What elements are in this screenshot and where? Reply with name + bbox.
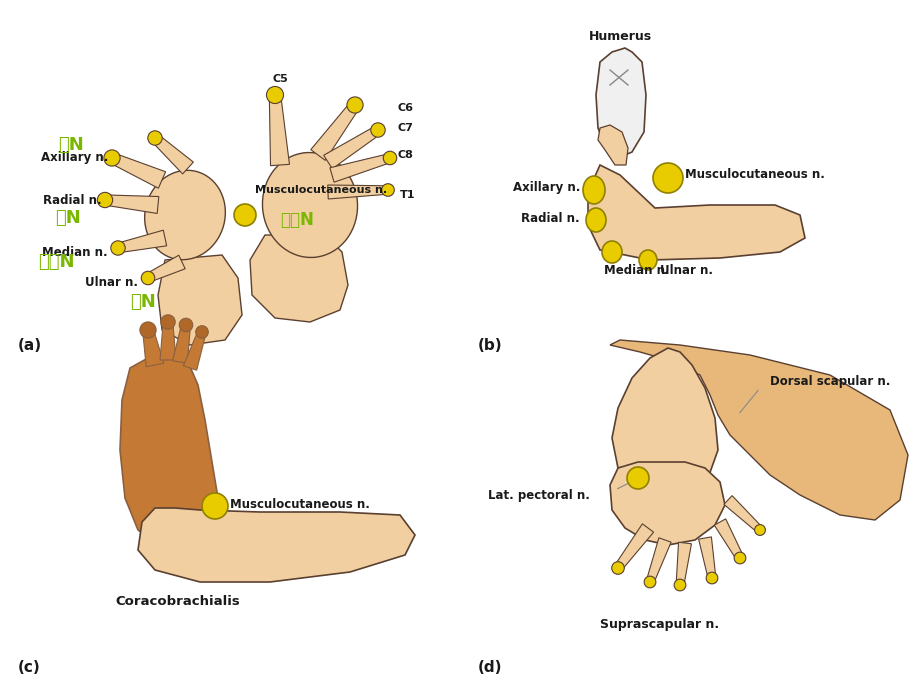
Circle shape [179,318,193,332]
Polygon shape [117,230,166,253]
Polygon shape [109,153,165,188]
Text: Lat. pectoral n.: Lat. pectoral n. [487,489,589,502]
Circle shape [202,493,228,519]
Text: 正中N: 正中N [38,253,74,271]
Text: (c): (c) [18,660,40,675]
Circle shape [627,467,648,489]
Polygon shape [723,495,762,533]
Circle shape [233,204,255,226]
Text: C7: C7 [398,123,414,133]
Polygon shape [323,126,380,169]
Polygon shape [105,195,159,213]
Text: Musculocutaneous n.: Musculocutaneous n. [255,185,387,195]
Text: Coracobrachialis: Coracobrachialis [116,595,240,608]
Circle shape [97,193,112,208]
Text: 尺N: 尺N [130,293,155,311]
Polygon shape [646,538,670,583]
Text: Humerus: Humerus [588,30,651,43]
Ellipse shape [639,250,656,270]
Circle shape [652,163,682,193]
Text: C5: C5 [272,74,288,84]
Polygon shape [675,542,691,585]
Polygon shape [142,329,164,367]
Circle shape [611,562,624,574]
Polygon shape [587,165,804,260]
Polygon shape [250,235,347,322]
Circle shape [104,150,120,166]
Text: Dorsal scapular n.: Dorsal scapular n. [769,375,890,388]
Circle shape [110,241,125,255]
Text: Median n.: Median n. [604,264,669,277]
Circle shape [196,326,208,338]
Text: Ulnar n.: Ulnar n. [85,275,138,288]
Circle shape [674,579,685,591]
Circle shape [381,184,394,196]
Polygon shape [173,324,190,363]
Polygon shape [119,356,218,545]
Polygon shape [597,125,628,165]
Polygon shape [269,95,289,166]
Ellipse shape [262,152,357,257]
Polygon shape [183,331,206,371]
Text: Median n.: Median n. [42,246,108,259]
Polygon shape [698,537,715,579]
Ellipse shape [585,208,606,232]
Text: C8: C8 [398,150,414,160]
Text: Suprascapular n.: Suprascapular n. [600,618,719,631]
Ellipse shape [144,170,225,259]
Text: Radial n.: Radial n. [521,212,579,224]
Text: Musculocutaneous n.: Musculocutaneous n. [230,498,369,511]
Circle shape [267,86,283,104]
Text: 桡N: 桡N [55,209,81,227]
Text: Axillary n.: Axillary n. [512,181,579,193]
Text: Musculocutaneous n.: Musculocutaneous n. [685,168,824,181]
Text: 腹N: 腹N [58,136,84,154]
Circle shape [370,123,385,137]
Polygon shape [146,255,185,282]
Circle shape [733,552,745,564]
Ellipse shape [583,176,605,204]
Circle shape [643,576,655,588]
Text: Axillary n.: Axillary n. [40,150,108,164]
Polygon shape [609,462,724,545]
Polygon shape [138,508,414,582]
Circle shape [706,572,717,584]
Text: (a): (a) [18,338,42,353]
Ellipse shape [601,241,621,263]
Polygon shape [327,185,388,199]
Polygon shape [311,102,359,160]
Text: (d): (d) [478,660,502,675]
Circle shape [346,97,363,113]
Polygon shape [158,255,242,345]
Circle shape [142,271,154,285]
Text: T1: T1 [400,190,415,200]
Polygon shape [713,519,743,560]
Polygon shape [330,154,391,182]
Circle shape [140,322,156,338]
Text: Radial n.: Radial n. [43,193,102,206]
Circle shape [161,315,175,329]
Polygon shape [609,340,907,520]
Circle shape [148,131,162,145]
Text: 肌皮N: 肌皮N [279,211,313,229]
Polygon shape [152,135,193,174]
Text: C6: C6 [398,103,414,113]
Text: Ulnar n.: Ulnar n. [659,264,712,277]
Polygon shape [596,48,645,158]
Text: (b): (b) [478,338,502,353]
Polygon shape [160,322,176,360]
Polygon shape [611,348,717,500]
Polygon shape [614,524,652,571]
Circle shape [383,151,396,165]
Circle shape [754,524,765,535]
